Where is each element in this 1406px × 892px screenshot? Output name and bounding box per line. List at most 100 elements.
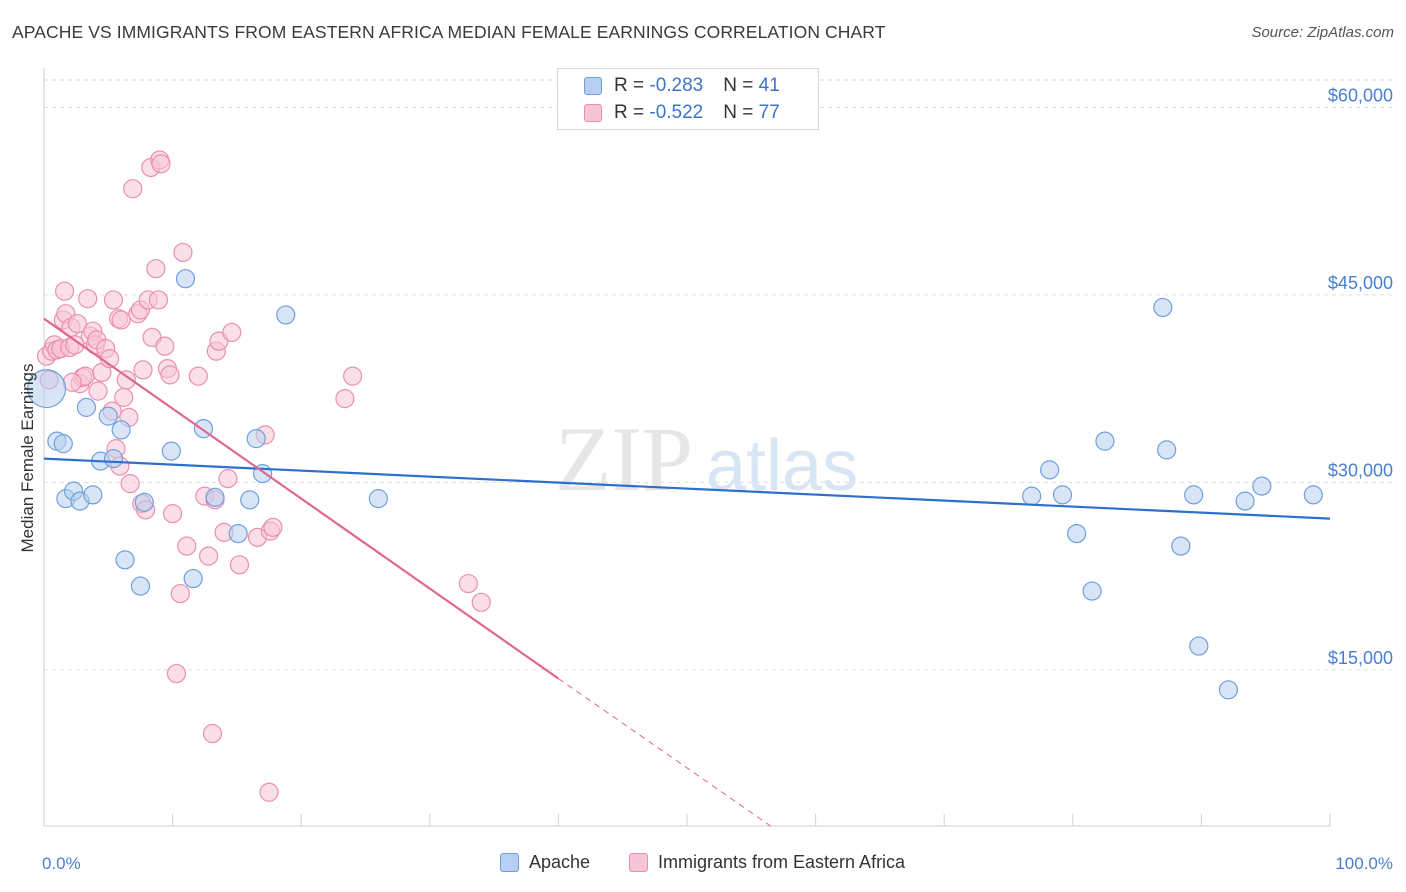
- apache-r-value: -0.283: [649, 75, 704, 96]
- data-point: [111, 420, 131, 440]
- data-point: [458, 573, 478, 594]
- data-point: [1067, 523, 1087, 544]
- data-point: [1153, 297, 1173, 318]
- data-point: [218, 469, 238, 489]
- data-point: [130, 576, 151, 596]
- legend-apache-label: Apache: [529, 852, 591, 872]
- data-point: [202, 723, 223, 744]
- data-point: [1022, 486, 1042, 506]
- data-point: [177, 536, 197, 556]
- data-point: [228, 523, 248, 544]
- data-point: [1095, 431, 1115, 451]
- y-tick-label: $45,000: [1328, 273, 1393, 293]
- trend-lines: [43, 317, 1331, 827]
- data-point: [1189, 636, 1209, 656]
- apache-n-value: 41: [758, 75, 780, 96]
- legend-immigrants-swatch: [629, 853, 648, 872]
- data-point: [151, 154, 171, 174]
- immigrants-r-label: R =: [614, 102, 650, 123]
- data-point: [240, 490, 260, 510]
- data-point: [134, 492, 154, 512]
- immigrants-r-value: -0.522: [649, 102, 704, 123]
- tick-labels: $15,000 $30,000 $45,000 $60,000 0.0% 100.0%: [42, 85, 1393, 873]
- immigrants-n-value: 77: [758, 102, 780, 123]
- data-point: [27, 369, 67, 409]
- apache-swatch: [584, 77, 602, 95]
- data-point: [276, 305, 296, 325]
- data-point: [115, 550, 135, 570]
- data-point: [123, 179, 143, 199]
- data-point: [114, 387, 134, 407]
- data-point: [103, 449, 124, 469]
- x-tick-label-min: 0.0%: [42, 854, 81, 873]
- data-point: [368, 489, 388, 509]
- data-point: [175, 269, 196, 289]
- data-point: [163, 504, 183, 524]
- data-point: [103, 290, 124, 310]
- y-tick-label: $30,000: [1328, 460, 1393, 480]
- y-axis-label: Median Female Earnings: [18, 364, 37, 553]
- data-point: [67, 314, 88, 334]
- data-point: [53, 434, 73, 454]
- axes: [43, 68, 1331, 827]
- data-point: [1184, 485, 1204, 505]
- data-point: [1303, 485, 1323, 505]
- data-point: [205, 487, 225, 507]
- data-point: [133, 360, 153, 380]
- y-tick-label: $15,000: [1328, 648, 1393, 668]
- data-point: [120, 474, 140, 494]
- source-label: Source: ZipAtlas.com: [1251, 24, 1394, 41]
- stats-legend: R = -0.283 N = 41 R = -0.522 N = 77: [557, 68, 819, 130]
- data-point: [471, 592, 491, 612]
- x-tick-label-max: 100.0%: [1335, 854, 1393, 873]
- data-point: [148, 290, 169, 310]
- legend-item-immigrants: Immigrants from Eastern Africa: [629, 852, 905, 873]
- chart-title: APACHE VS IMMIGRANTS FROM EASTERN AFRICA…: [12, 22, 886, 42]
- data-point: [246, 429, 266, 449]
- data-point: [229, 555, 250, 575]
- data-point: [188, 366, 208, 386]
- data-point: [1082, 581, 1102, 601]
- data-point: [83, 485, 103, 505]
- watermark: ZIP atlas: [555, 408, 858, 510]
- data-point: [65, 335, 85, 355]
- data-point: [76, 397, 97, 417]
- data-point: [259, 782, 279, 802]
- data-point: [111, 310, 131, 330]
- data-point: [146, 259, 166, 279]
- data-point: [88, 381, 108, 401]
- data-point: [173, 242, 193, 263]
- data-point: [98, 406, 118, 426]
- data-point: [170, 583, 190, 604]
- legend-row-apache: R = -0.283 N = 41: [584, 73, 780, 99]
- trend-line: [43, 317, 560, 680]
- legend-row-immigrants: R = -0.522 N = 77: [584, 100, 780, 126]
- data-point: [54, 281, 75, 301]
- immigrants-swatch: [584, 104, 602, 122]
- data-point: [116, 370, 136, 390]
- data-point: [166, 663, 187, 684]
- data-point: [183, 568, 203, 589]
- data-point: [155, 336, 175, 356]
- series-legend: Apache Immigrants from Eastern Africa: [0, 852, 1406, 878]
- data-point: [335, 389, 355, 409]
- trend-line-extension: [558, 678, 771, 827]
- apache-n-label: N =: [723, 75, 759, 96]
- data-point: [1040, 460, 1060, 480]
- data-point: [78, 289, 98, 309]
- watermark-zip: ZIP: [555, 408, 693, 510]
- data-point: [1218, 680, 1239, 700]
- data-point: [343, 366, 363, 386]
- data-point: [1171, 536, 1191, 556]
- immigrants-n-label: N =: [723, 102, 759, 123]
- legend-immigrants-label: Immigrants from Eastern Africa: [658, 852, 906, 872]
- legend-item-apache: Apache: [500, 852, 590, 873]
- legend-apache-swatch: [500, 853, 519, 872]
- data-point: [222, 322, 242, 343]
- data-point: [263, 517, 283, 537]
- grid-lines: [44, 79, 1394, 671]
- y-tick-label: $60,000: [1328, 85, 1393, 105]
- data-point: [1252, 476, 1272, 496]
- apache-r-label: R =: [614, 75, 650, 96]
